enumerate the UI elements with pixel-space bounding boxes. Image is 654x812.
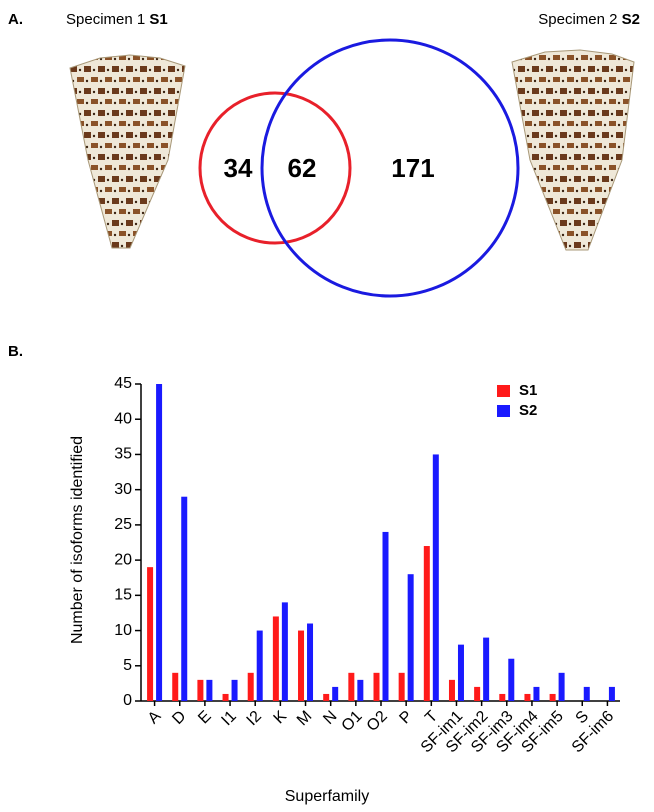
bar — [584, 687, 590, 701]
legend-label: S1 — [519, 382, 537, 399]
bar — [232, 680, 238, 701]
bar — [223, 694, 229, 701]
x-tick-label: N — [320, 708, 340, 728]
y-tick-label: 45 — [114, 375, 132, 392]
y-tick-label: 40 — [114, 410, 132, 427]
bar — [508, 659, 514, 701]
bar — [474, 687, 480, 701]
x-tick-label: E — [195, 708, 215, 728]
bar — [147, 567, 153, 701]
bar — [257, 631, 263, 701]
y-tick-label: 5 — [123, 657, 132, 674]
shell-image — [70, 55, 185, 248]
y-tick-label: 10 — [114, 622, 132, 639]
bar — [374, 673, 380, 701]
x-tick-label: D — [169, 708, 189, 728]
bar — [197, 680, 203, 701]
bar — [424, 546, 430, 701]
venn-count: 34 — [224, 153, 253, 183]
bar — [399, 673, 405, 701]
specimen-code: S2 — [622, 11, 640, 28]
specimen-text: Specimen 1 — [66, 11, 145, 28]
figure: A. Specimen 1 S1 Specimen 2 S2 34 62 171… — [0, 0, 654, 807]
shell-image — [512, 50, 634, 250]
venn-count: 62 — [288, 153, 317, 183]
x-axis-title: Superfamily — [285, 788, 369, 805]
y-tick-label: 15 — [114, 587, 132, 604]
legend-label: S2 — [519, 402, 537, 419]
x-tick-label: I1 — [218, 708, 240, 730]
specimen-label: Specimen 1 S1 — [66, 11, 168, 28]
y-tick-label: 20 — [114, 551, 132, 568]
bar — [273, 616, 279, 701]
bar — [458, 645, 464, 701]
x-tick-label: A — [145, 708, 165, 728]
bar — [172, 673, 178, 701]
x-tick-label: O2 — [364, 708, 391, 735]
venn-circle-s1 — [200, 93, 350, 243]
legend-swatch — [497, 405, 510, 417]
bar — [332, 687, 338, 701]
specimen-text: Specimen 2 — [538, 11, 617, 28]
y-tick-label: 35 — [114, 446, 132, 463]
y-tick-label: 25 — [114, 516, 132, 533]
bar — [357, 680, 363, 701]
bar — [181, 497, 187, 701]
bar — [524, 694, 530, 701]
bar — [156, 384, 162, 701]
bar — [383, 532, 389, 701]
y-axis-title: Number of isoforms identified — [69, 436, 86, 644]
bar — [298, 631, 304, 701]
bar — [206, 680, 212, 701]
bar — [282, 602, 288, 701]
x-tick-label: P — [396, 708, 416, 728]
bar — [323, 694, 329, 701]
bar — [408, 574, 414, 701]
panel-label: B. — [8, 343, 23, 360]
bar — [348, 673, 354, 701]
bar — [533, 687, 539, 701]
bar — [483, 638, 489, 701]
specimen-code: S1 — [149, 11, 167, 28]
panel-label: A. — [8, 11, 23, 28]
legend-swatch — [497, 385, 510, 397]
bar — [248, 673, 254, 701]
bar — [609, 687, 615, 701]
venn-count: 171 — [391, 153, 434, 183]
bar — [559, 673, 565, 701]
x-tick-label: K — [271, 708, 291, 728]
x-tick-label: I2 — [244, 708, 266, 730]
bar — [499, 694, 505, 701]
x-tick-label: M — [294, 708, 315, 729]
bar — [449, 680, 455, 701]
bar — [433, 454, 439, 701]
bar — [307, 624, 313, 701]
bar — [550, 694, 556, 701]
y-tick-label: 0 — [123, 692, 132, 709]
x-tick-label: O1 — [339, 708, 366, 735]
y-tick-label: 30 — [114, 481, 132, 498]
specimen-label: Specimen 2 S2 — [538, 11, 640, 28]
